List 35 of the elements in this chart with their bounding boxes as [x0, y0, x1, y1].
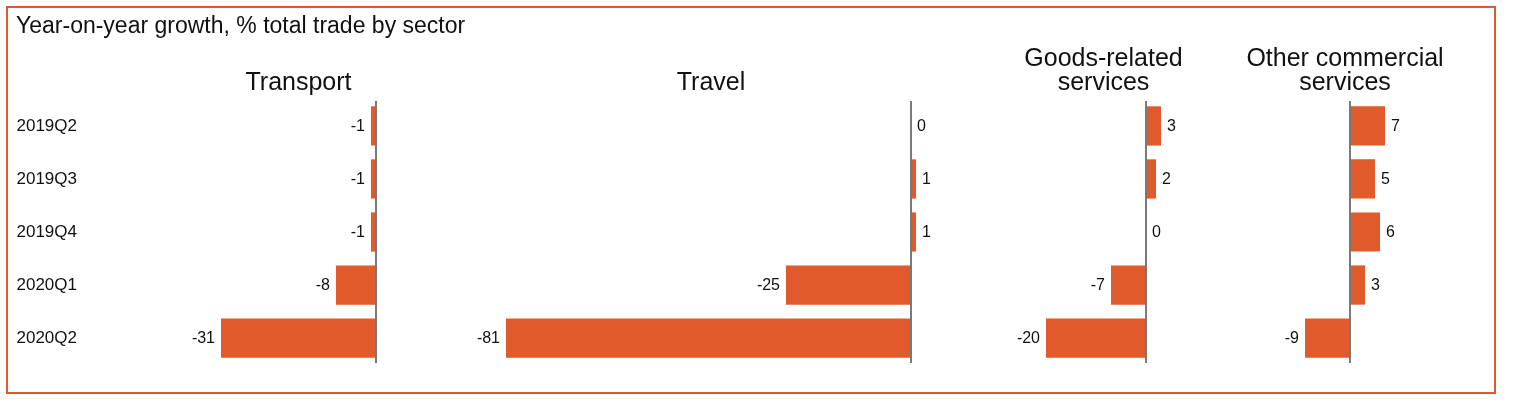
bar [1350, 159, 1375, 199]
y-tick-label: 2019Q3 [16, 168, 77, 188]
data-label: 1 [922, 169, 931, 187]
data-label: -8 [315, 276, 331, 294]
data-label: -81 [476, 329, 501, 347]
data-label: 1 [922, 223, 931, 240]
bar [1305, 318, 1350, 358]
bar [1350, 265, 1365, 305]
data-label: 7 [1391, 116, 1400, 134]
data-label: 0 [1152, 223, 1161, 240]
y-tick-label: 2020Q1 [16, 275, 77, 295]
data-label: 0 [917, 116, 926, 134]
bar [1350, 106, 1385, 146]
bar [1350, 212, 1380, 252]
text: Year-on-year growth, % total trade by sector [16, 11, 466, 38]
y-tick-label: 2019Q4 [16, 222, 77, 241]
data-label: -9 [1284, 329, 1300, 347]
data-label: 3 [1167, 116, 1176, 134]
chart-title: Transport [245, 66, 352, 95]
data-label: -1 [350, 223, 366, 240]
data-label: -31 [191, 329, 216, 347]
data-label: 6 [1386, 223, 1395, 240]
data-label: 3 [1371, 276, 1380, 294]
data-label: -20 [1016, 329, 1041, 347]
data-label: -7 [1090, 276, 1106, 294]
data-label: -25 [756, 276, 781, 294]
chart-title: Goods-related services [1024, 42, 1183, 95]
chart-title: Travel [676, 66, 746, 95]
data-label: 2 [1162, 169, 1171, 187]
y-tick-label: 2019Q2 [16, 115, 77, 135]
chart-title: Other commercial services [1246, 42, 1444, 95]
data-label: -1 [350, 116, 366, 134]
data-label: 5 [1381, 169, 1390, 187]
data-label: -1 [350, 169, 366, 187]
y-tick-label: 2020Q2 [16, 328, 77, 348]
